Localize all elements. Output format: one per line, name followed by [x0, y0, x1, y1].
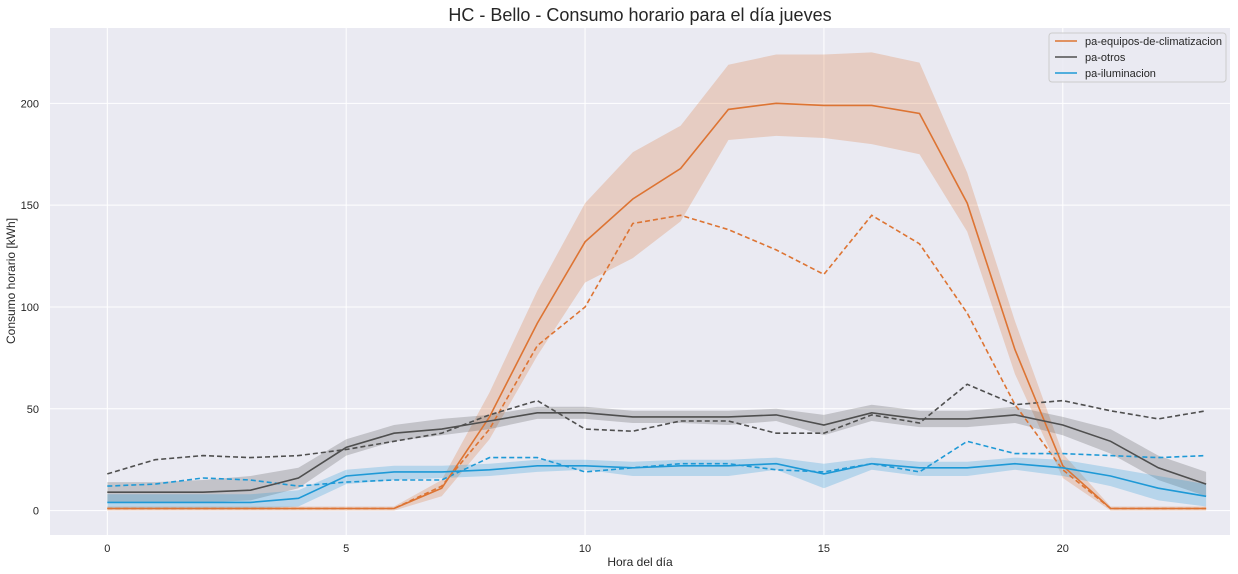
y-tick-label: 150: [21, 200, 39, 212]
dashed-lines: [107, 214, 1207, 510]
x-tick-label: 0: [104, 543, 110, 555]
series-line: [107, 462, 1207, 504]
legend-box: [1048, 32, 1227, 83]
series-line: [107, 102, 1207, 510]
y-axis-label: Consumo horario [kWh]: [4, 218, 18, 344]
x-tick-label: 15: [818, 543, 830, 555]
legend: pa-equipos-de-climatizacion pa-otros pa-il…: [1048, 32, 1227, 83]
confidence-bands: [107, 52, 1207, 511]
plot-background: [50, 28, 1230, 535]
x-tick-labels: 0 5 10 15 20: [104, 543, 1069, 555]
dashed-series-line: [107, 383, 1207, 475]
dashed-series-line: [107, 440, 1207, 487]
grid: [50, 28, 1230, 535]
legend-entry: pa-otros: [1085, 52, 1126, 64]
y-tick-label: 200: [21, 98, 39, 110]
y-tick-label: 0: [33, 506, 39, 518]
series-line: [107, 411, 1207, 494]
y-tick-label: 50: [27, 404, 39, 416]
dashed-series-line: [107, 214, 1207, 510]
confidence-band: [107, 52, 1207, 511]
confidence-band: [107, 404, 1207, 503]
confidence-band: [107, 457, 1207, 509]
x-tick-label: 5: [343, 543, 349, 555]
y-tick-label: 100: [21, 302, 39, 314]
legend-entry: pa-equipos-de-climatizacion: [1085, 36, 1222, 48]
x-tick-label: 20: [1057, 543, 1069, 555]
x-axis-label: Hora del día: [607, 555, 673, 569]
chart-title: HC - Bello - Consumo horario para el día…: [448, 5, 831, 25]
legend-entry: pa-iluminacion: [1085, 68, 1156, 80]
mean-lines: [107, 102, 1207, 510]
y-tick-labels: 0 50 100 150 200: [21, 98, 39, 517]
x-tick-label: 10: [579, 543, 591, 555]
